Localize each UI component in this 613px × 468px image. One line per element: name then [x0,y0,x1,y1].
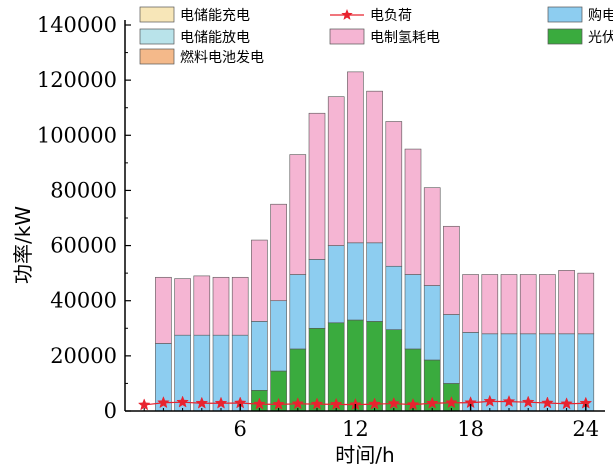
bar-电制氢耗电-12 [347,71,364,244]
bar-电制氢耗电-6 [231,276,249,336]
bars-layer [155,71,595,412]
y-axis-title: 功率/kW [11,206,35,284]
y-tick-label-100000: 100000 [37,123,117,147]
axes-layer: 0 20000 40000 60000 80000 100000 120000 140000 6… [37,13,605,441]
legend-label-电储能充电: 电储能充电 [180,8,250,24]
load-point-14 [387,396,401,409]
bar-电制氢耗电-18 [462,274,479,333]
bar-购电-11 [327,245,345,324]
bar-电制氢耗电-9 [289,154,307,275]
legend-swatch-购电 [547,6,583,23]
bar-电制氢耗电-5 [212,276,230,336]
bar-电制氢耗电-15 [404,148,422,275]
legend-swatch-电储能放电 [139,28,175,45]
y-tick-label-20000: 20000 [50,344,117,368]
bar-购电-15 [404,274,422,350]
y-tick-label-80000: 80000 [50,178,117,202]
bar-电制氢耗电-8 [270,203,287,302]
bar-电制氢耗电-2 [155,276,172,344]
load-point-17 [445,396,458,409]
load-point-7 [253,397,266,410]
legend-swatch-电储能充电 [139,6,175,23]
x-tick-label-24: 24 [572,417,599,441]
load-point-19 [483,394,497,407]
legend-label-燃料电池发电: 燃料电池发电 [180,49,264,66]
bar-电制氢耗电-20 [500,274,518,335]
load-point-5 [214,396,228,409]
y-tick-label-120000: 120000 [37,68,117,92]
x-tick-label-12: 12 [342,417,369,441]
legend-label-购电: 购电 [588,8,613,24]
bar-购电-8 [270,300,287,372]
load-point-4 [195,396,209,409]
load-point-13 [368,397,381,410]
legend-label-光伏: 光伏 [588,30,613,46]
legend-label-电负荷: 电负荷 [370,8,412,24]
x-axis-title: 时间/h [335,443,394,467]
bar-电制氢耗电-13 [366,90,383,244]
legend-label-电储能放电: 电储能放电 [180,30,250,46]
load-point-2 [157,396,170,409]
bar-电制氢耗电-4 [193,275,211,336]
load-point-3 [176,395,189,408]
legend-swatch-光伏 [547,28,583,45]
y-tick-label-60000: 60000 [50,234,117,258]
load-point-21 [521,395,535,408]
bar-电制氢耗电-22 [539,274,556,335]
bar-电制氢耗电-24 [577,272,595,335]
load-point-10 [310,397,324,410]
bar-购电-9 [289,274,307,350]
legend-swatch-燃料电池发电 [139,48,175,65]
load-point-16 [425,396,439,409]
load-point-23 [560,397,573,410]
bar-购电-10 [308,259,326,329]
y-tick-label-40000: 40000 [50,289,117,313]
legend-swatch-电制氢耗电 [329,28,365,45]
load-point-8 [272,397,285,410]
bar-电制氢耗电-11 [327,96,345,246]
bar-购电-14 [385,265,403,330]
bar-电制氢耗电-17 [443,225,460,315]
y-tick-label-0: 0 [104,399,117,423]
legend-marker-电负荷 [341,9,353,20]
y-tick-label-140000: 140000 [37,13,117,37]
bar-电制氢耗电-21 [519,274,537,335]
load-point-1 [137,398,151,411]
load-line [144,400,586,406]
legend-label-电制氢耗电: 电制氢耗电 [370,30,440,46]
load-point-20 [502,394,516,408]
bar-光伏-12 [347,319,364,412]
x-tick-label-6: 6 [234,417,247,441]
bar-电制氢耗电-10 [308,112,326,260]
bar-电制氢耗电-3 [174,278,191,336]
bar-电制氢耗电-23 [558,270,575,335]
load-point-11 [329,397,343,410]
bar-电制氢耗电-14 [385,121,403,267]
load-point-9 [291,397,305,410]
bar-购电-16 [423,285,441,361]
x-tick-label-18: 18 [457,417,484,441]
bar-购电-12 [347,242,364,321]
load-point-22 [541,396,554,409]
load-point-15 [406,397,420,411]
bar-电制氢耗电-16 [423,187,441,286]
bar-购电-13 [366,242,383,322]
bar-购电-7 [251,321,268,391]
bar-电制氢耗电-7 [251,239,268,322]
bar-购电-17 [443,314,460,384]
bar-电制氢耗电-19 [481,274,499,335]
